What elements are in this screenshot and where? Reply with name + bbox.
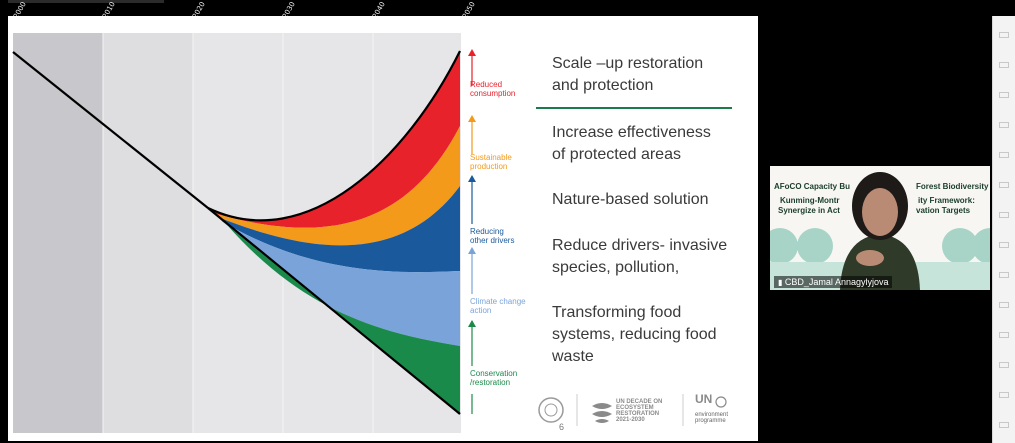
arrowhead-icon	[468, 320, 476, 327]
participant-name-label: ▮ CBD_Jamal Annagylyjova	[774, 276, 893, 288]
ecosystem-restoration-icon-2	[592, 411, 612, 417]
toolbar-icon[interactable]	[999, 152, 1009, 158]
video-line2-right: ity Framework:	[918, 196, 975, 205]
chart-band-2000	[13, 33, 103, 433]
arrowhead-icon	[468, 49, 476, 56]
label-sustainable-production: Sustainable production	[470, 153, 512, 171]
right-side-toolbar	[992, 16, 1015, 443]
action-scale-up-restoration: Scale –up restoration and protection	[552, 55, 704, 94]
presentation-slide: Reduced consumption Sustainable producti…	[8, 16, 758, 441]
action-protected-areas: Increase effectiveness of protected area…	[552, 124, 711, 163]
toolbar-icon[interactable]	[999, 122, 1009, 128]
toolbar-icon[interactable]	[999, 332, 1009, 338]
series-reducing-other-drivers	[218, 186, 460, 273]
toolbar-icon[interactable]	[999, 242, 1009, 248]
participant-name: CBD_Jamal Annagylyjova	[784, 277, 889, 287]
action-reduce-drivers: Reduce drivers- invasive species, pollut…	[552, 237, 728, 276]
bent-curve-line	[207, 50, 461, 222]
video-line2-left: Kunming-Montr	[780, 196, 840, 205]
video-line3-left: Synergize in Act	[778, 206, 840, 215]
toolbar-icon[interactable]	[999, 362, 1009, 368]
toolbar-icon[interactable]	[999, 62, 1009, 68]
toolbar-icon[interactable]	[999, 92, 1009, 98]
arrowhead-icon	[468, 115, 476, 122]
video-header-right: Forest Biodiversity	[916, 182, 989, 191]
bg-shape	[770, 228, 798, 264]
bg-shape	[942, 228, 978, 264]
chart-band-2010	[103, 33, 193, 433]
video-header-left: AFoCO Capacity Bu	[774, 182, 851, 191]
top-tab-indicator	[8, 0, 164, 3]
logos-graphics	[538, 394, 727, 426]
ecosystem-restoration-icon	[592, 403, 612, 409]
arrowhead-icon	[468, 247, 476, 254]
series-sustainable-production	[213, 126, 460, 246]
top-bar	[0, 0, 1015, 16]
series-arrows	[468, 49, 476, 414]
toolbar-icon[interactable]	[999, 212, 1009, 218]
series-reduced-consumption	[208, 51, 460, 228]
bg-shape	[972, 228, 990, 264]
arrowhead-icon	[468, 175, 476, 182]
label-reduced-consumption: Reduced consumption	[470, 80, 516, 98]
person-hands	[856, 250, 884, 266]
unep-globe-icon	[715, 396, 727, 408]
toolbar-icon[interactable]	[999, 302, 1009, 308]
toolbar-icon[interactable]	[999, 272, 1009, 278]
label-reducing-other-drivers: Reducing other drivers	[470, 227, 515, 245]
toolbar-icon[interactable]	[999, 392, 1009, 398]
business-as-usual-line	[207, 207, 461, 415]
video-line3-right: vation Targets	[916, 206, 971, 215]
person-face	[862, 188, 898, 236]
heading-divider	[536, 107, 732, 109]
toolbar-icon[interactable]	[999, 182, 1009, 188]
toolbar-icon[interactable]	[999, 32, 1009, 38]
toolbar-icon[interactable]	[999, 422, 1009, 428]
label-conservation-restoration: Conservation /restoration	[470, 369, 518, 387]
page-number: 6	[559, 422, 565, 432]
footer-logos: 6 UN DECADE ON ECOSYSTEM RESTORATION 202…	[537, 388, 757, 440]
un-label: UN	[695, 392, 713, 406]
bending-the-curve-chart	[12, 33, 476, 433]
un-emblem-icon	[538, 397, 564, 423]
unep-text: environment programme	[695, 412, 729, 424]
ecosystem-restoration-icon-3	[595, 419, 609, 423]
action-nature-based-solution: Nature-based solution	[552, 191, 709, 208]
series-climate-change-action	[223, 222, 460, 346]
decade-logo-text: UN DECADE ON ECOSYSTEM RESTORATION 2021-…	[616, 399, 663, 423]
bg-shape	[797, 228, 833, 264]
signal-bars-icon: ▮	[778, 278, 783, 287]
label-climate-change-action: Climate change action	[470, 297, 526, 315]
baseline-trend-line	[12, 51, 209, 209]
un-emblem-inner	[544, 403, 558, 417]
participant-video-tile[interactable]: AFoCO Capacity Bu Forest Biodiversity Ku…	[770, 166, 990, 290]
action-transforming-food-systems: Transforming food systems, reducing food…	[552, 304, 717, 365]
